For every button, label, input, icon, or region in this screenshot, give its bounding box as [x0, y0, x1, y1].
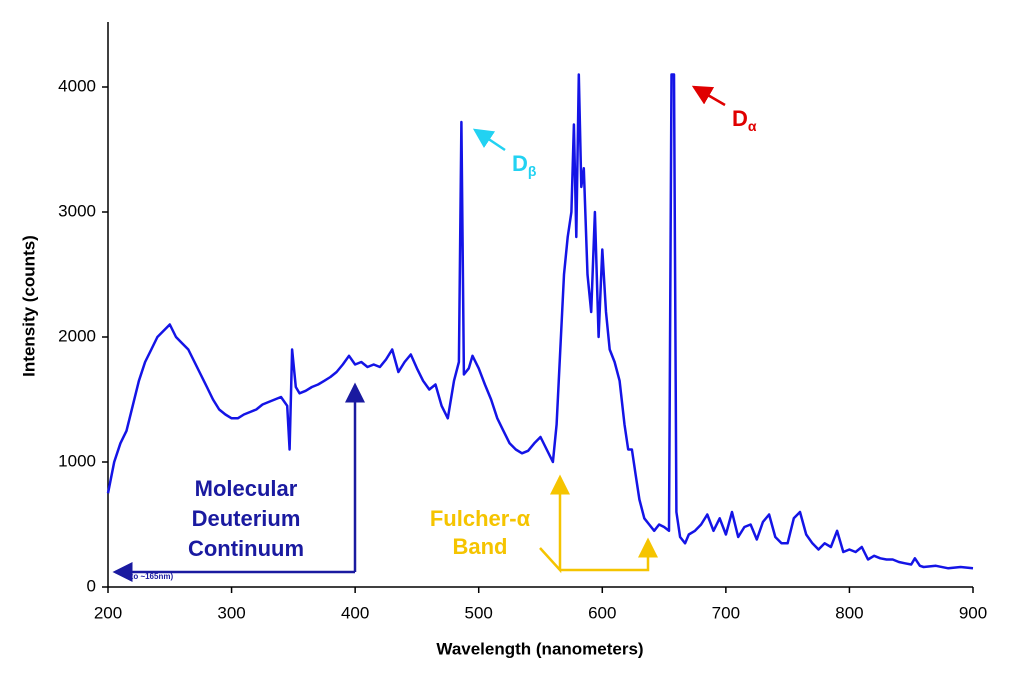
spectrum-line: [106, 73, 974, 570]
continuum-label: Continuum: [188, 536, 304, 561]
continuum-label: Molecular: [195, 476, 298, 501]
y-tick-label: 0: [87, 576, 96, 595]
y-tick-label: 3000: [58, 201, 96, 220]
fulcher-label: Band: [453, 534, 508, 559]
y-axis-label: Intensity (counts): [19, 235, 38, 377]
continuum-note: (to ~165nm): [128, 572, 173, 581]
x-tick-label: 600: [588, 603, 616, 622]
x-tick-label: 300: [217, 603, 245, 622]
d-alpha-arrow: [691, 85, 726, 107]
continuum-label: Deuterium: [192, 506, 301, 531]
x-tick-label: 400: [341, 603, 369, 622]
d_alpha-label: Dα: [732, 106, 757, 134]
fulcher-arrow: [560, 537, 658, 572]
x-tick-label: 700: [712, 603, 740, 622]
fulcher-label: Fulcher-α: [430, 506, 531, 531]
d_alpha-base: D: [732, 106, 748, 131]
d_beta-label: Dβ: [512, 151, 537, 179]
d_beta-sub: β: [528, 163, 537, 179]
fulcher-arrow: [539, 474, 570, 574]
x-tick-label: 200: [94, 603, 122, 622]
y-tick-label: 1000: [58, 451, 96, 470]
x-tick-label: 900: [959, 603, 987, 622]
d_beta-base: D: [512, 151, 528, 176]
d_alpha-sub: α: [748, 118, 757, 134]
y-tick-label: 4000: [58, 76, 96, 95]
d-beta-arrow: [472, 128, 506, 152]
x-tick-label: 500: [465, 603, 493, 622]
x-axis-label: Wavelength (nanometers): [436, 639, 643, 658]
y-tick-label: 2000: [58, 326, 96, 345]
x-tick-label: 800: [835, 603, 863, 622]
